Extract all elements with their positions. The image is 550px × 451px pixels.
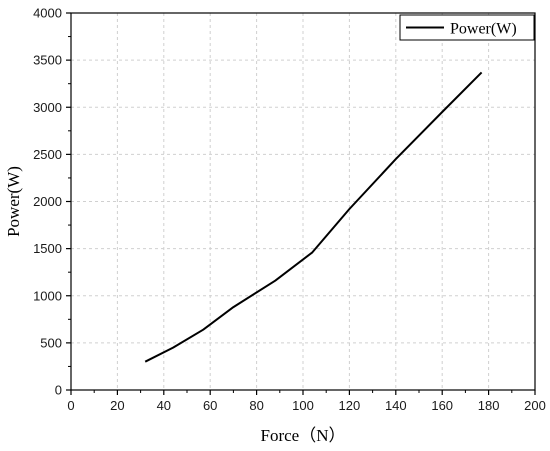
y-tick-label: 3500 [33, 53, 62, 68]
y-tick-label: 2000 [33, 194, 62, 209]
x-tick-label: 120 [339, 398, 361, 413]
legend-label: Power(W) [450, 21, 517, 38]
y-tick-label: 1500 [33, 241, 62, 256]
x-axis-title: Force（N） [261, 426, 346, 445]
series-line-0 [144, 71, 483, 363]
y-tick-label: 0 [55, 383, 62, 398]
y-tick-label: 1000 [33, 288, 62, 303]
x-tick-label: 40 [157, 398, 171, 413]
x-tick-label: 140 [385, 398, 407, 413]
y-tick-label: 2500 [33, 147, 62, 162]
legend: Power(W) [399, 14, 535, 41]
x-tick-label: 80 [249, 398, 263, 413]
y-axis-title: Power(W) [4, 166, 23, 237]
y-tick-label: 500 [40, 335, 62, 350]
y-tick-label: 4000 [33, 6, 62, 21]
x-tick-label: 60 [203, 398, 217, 413]
grid-lines [71, 13, 535, 390]
y-tick-label: 3000 [33, 100, 62, 115]
x-tick-label: 180 [478, 398, 500, 413]
x-tick-label: 100 [292, 398, 314, 413]
x-tick-label: 20 [110, 398, 124, 413]
series-layer [144, 71, 483, 363]
axis-ticks: 0 20 40 60 80 100 120 140 160 180 2000500100015002… [33, 6, 546, 414]
x-tick-label: 200 [524, 398, 546, 413]
x-tick-label: 0 [67, 398, 74, 413]
x-tick-label: 160 [431, 398, 453, 413]
